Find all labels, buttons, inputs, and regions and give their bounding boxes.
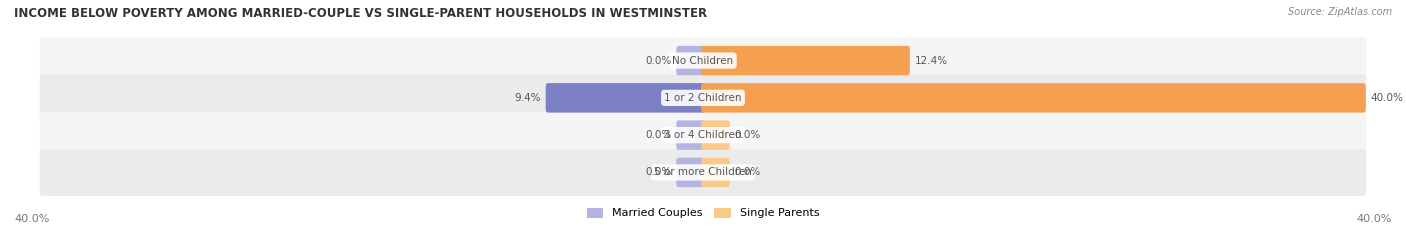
Text: Source: ZipAtlas.com: Source: ZipAtlas.com <box>1288 7 1392 17</box>
FancyBboxPatch shape <box>702 46 910 75</box>
Text: 40.0%: 40.0% <box>1357 214 1392 224</box>
FancyBboxPatch shape <box>546 83 704 113</box>
FancyBboxPatch shape <box>676 46 704 75</box>
Text: No Children: No Children <box>672 56 734 65</box>
Text: 12.4%: 12.4% <box>914 56 948 65</box>
FancyBboxPatch shape <box>39 74 1367 121</box>
Legend: Married Couples, Single Parents: Married Couples, Single Parents <box>582 203 824 223</box>
FancyBboxPatch shape <box>676 120 704 150</box>
Text: 3 or 4 Children: 3 or 4 Children <box>664 130 742 140</box>
Text: 0.0%: 0.0% <box>734 130 761 140</box>
FancyBboxPatch shape <box>702 120 730 150</box>
Text: 1 or 2 Children: 1 or 2 Children <box>664 93 742 103</box>
Text: 0.0%: 0.0% <box>734 168 761 177</box>
Text: 40.0%: 40.0% <box>1371 93 1403 103</box>
FancyBboxPatch shape <box>676 158 704 187</box>
Text: 40.0%: 40.0% <box>14 214 49 224</box>
FancyBboxPatch shape <box>702 83 1365 113</box>
Text: 9.4%: 9.4% <box>515 93 541 103</box>
FancyBboxPatch shape <box>39 112 1367 159</box>
Text: 0.0%: 0.0% <box>645 168 672 177</box>
Text: 5 or more Children: 5 or more Children <box>654 168 752 177</box>
Text: 0.0%: 0.0% <box>645 130 672 140</box>
FancyBboxPatch shape <box>39 37 1367 84</box>
Text: INCOME BELOW POVERTY AMONG MARRIED-COUPLE VS SINGLE-PARENT HOUSEHOLDS IN WESTMIN: INCOME BELOW POVERTY AMONG MARRIED-COUPL… <box>14 7 707 20</box>
Text: 0.0%: 0.0% <box>645 56 672 65</box>
FancyBboxPatch shape <box>702 158 730 187</box>
FancyBboxPatch shape <box>39 149 1367 196</box>
